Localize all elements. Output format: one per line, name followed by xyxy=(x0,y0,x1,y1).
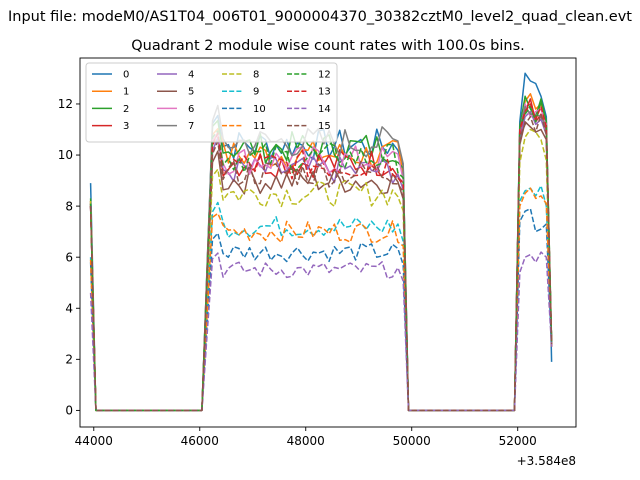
legend-box xyxy=(85,62,338,143)
y-tick-label: 6 xyxy=(65,250,73,264)
y-tick-label: 4 xyxy=(65,301,73,315)
series-layer xyxy=(89,72,553,412)
series-line-15 xyxy=(89,113,553,412)
x-tick-label: 52000 xyxy=(499,434,537,448)
legend-label-1: 1 xyxy=(123,87,129,98)
y-tick-label: 2 xyxy=(65,353,73,367)
legend-label-15: 15 xyxy=(318,121,331,132)
legend-label-10: 10 xyxy=(253,104,266,115)
y-tick-label: 10 xyxy=(58,148,73,162)
legend-label-3: 3 xyxy=(123,121,129,132)
legend-label-12: 12 xyxy=(318,70,331,81)
legend-label-9: 9 xyxy=(253,87,259,98)
legend-label-7: 7 xyxy=(188,121,194,132)
legend-label-11: 11 xyxy=(253,121,266,132)
axes-layer: 44000 46000 48000 50000 52000 0 2 4 6 8 10 12 xyxy=(58,97,537,448)
legend-label-14: 14 xyxy=(318,104,331,115)
legend-label-0: 0 xyxy=(123,70,129,81)
x-tick-label: 46000 xyxy=(181,434,219,448)
x-tick-label: 48000 xyxy=(287,434,325,448)
x-offset-label: +3.584e8 xyxy=(517,454,576,468)
legend-label-4: 4 xyxy=(188,70,194,81)
legend-label-6: 6 xyxy=(188,104,194,115)
y-tick-label: 8 xyxy=(65,199,73,213)
figure-suptitle: Input file: modeM0/AS1T04_006T01_9000004… xyxy=(8,9,632,25)
legend-label-8: 8 xyxy=(253,70,259,81)
legend-label-2: 2 xyxy=(123,104,129,115)
legend-label-13: 13 xyxy=(318,87,331,98)
chart-title: Quadrant 2 module wise count rates with … xyxy=(131,38,525,54)
series-line-10 xyxy=(89,207,553,412)
x-tick-label: 50000 xyxy=(393,434,431,448)
legend-label-5: 5 xyxy=(188,87,194,98)
y-tick-label: 12 xyxy=(58,97,73,111)
y-tick-label: 0 xyxy=(65,404,73,418)
x-tick-label: 44000 xyxy=(75,434,113,448)
